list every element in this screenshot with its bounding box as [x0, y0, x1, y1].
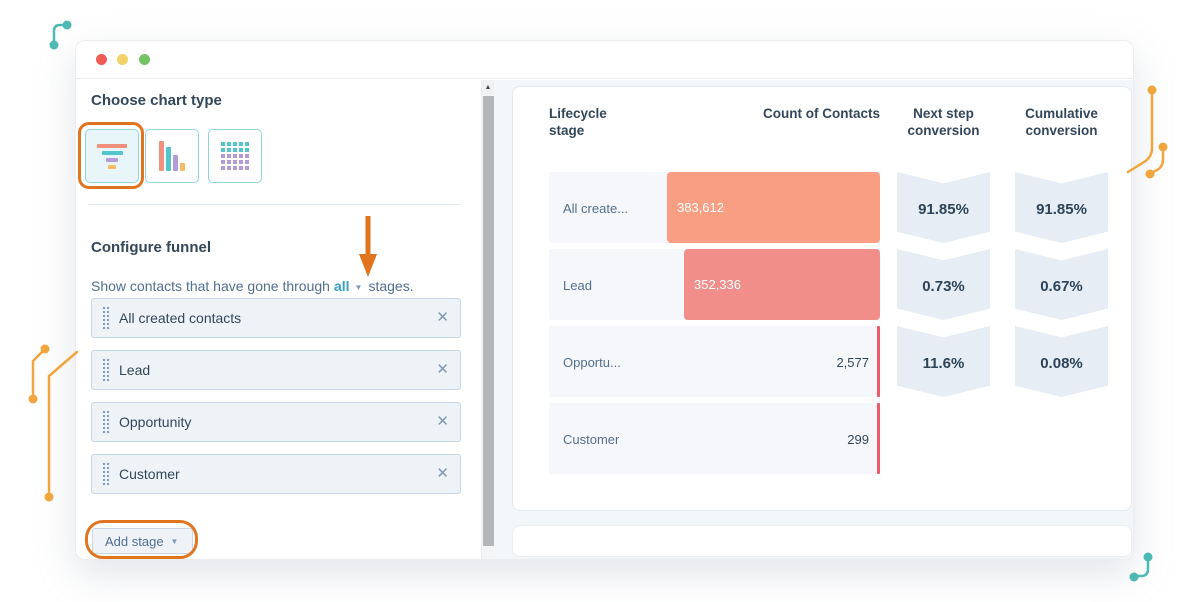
column-chart-icon — [159, 141, 185, 171]
stage-row[interactable]: All created contacts ✕ — [91, 298, 461, 338]
funnel-report-card: Lifecycle stage Count of Contacts Next s… — [512, 86, 1132, 511]
window-titlebar — [76, 41, 1133, 79]
drag-handle-icon[interactable] — [102, 306, 110, 330]
drag-handle-icon[interactable] — [102, 462, 110, 486]
stage-list: All created contacts ✕ Lead ✕ Opportunit… — [91, 298, 461, 506]
add-stage-label: Add stage — [105, 533, 164, 549]
sentence-suffix: stages. — [368, 278, 414, 294]
row-background — [549, 403, 880, 474]
cumulative-conversion-badge: 91.85% — [1015, 172, 1108, 243]
app-window: Choose chart type Configure funnel — [75, 40, 1134, 560]
column-header-lifecycle-stage: Lifecycle stage — [549, 106, 607, 138]
chart-type-funnel-button[interactable] — [85, 129, 139, 183]
orange-connector-right-short — [1145, 142, 1168, 179]
column-header-count-of-contacts: Count of Contacts — [763, 106, 880, 121]
funnel-mode-sentence: Show contacts that have gone through all… — [91, 278, 471, 294]
teal-connector-top-left — [49, 20, 72, 50]
choose-chart-type-title: Choose chart type — [91, 92, 222, 109]
table-row: Lead 352,336 0.73% 0.67% — [513, 249, 1131, 320]
stage-row[interactable]: Opportunity ✕ — [91, 402, 461, 442]
stage-row[interactable]: Customer ✕ — [91, 454, 461, 494]
funnel-bar — [877, 403, 880, 474]
chart-type-column-button[interactable] — [145, 129, 199, 183]
chevron-down-icon[interactable]: ▼ — [354, 282, 363, 292]
row-stage-label: All create... — [563, 201, 629, 216]
column-header-next-step-conversion: Next step conversion — [907, 106, 980, 138]
next-step-conversion-badge: 0.73% — [897, 249, 990, 320]
next-step-conversion-badge: 91.85% — [897, 172, 990, 243]
configure-funnel-title: Configure funnel — [91, 239, 211, 256]
bar-count-value: 383,612 — [677, 200, 724, 215]
column-header-cumulative-conversion: Cumulative conversion — [1025, 106, 1098, 138]
stage-label: Customer — [119, 466, 180, 482]
chart-type-grid-button[interactable] — [208, 129, 262, 183]
row-background — [549, 326, 880, 397]
next-step-conversion-badge: 11.6% — [897, 326, 990, 397]
row-count-value: 2,577 — [836, 355, 869, 370]
close-window-icon[interactable] — [96, 54, 107, 65]
row-stage-label: Opportu... — [563, 355, 621, 370]
stage-mode-dropdown[interactable]: all — [333, 278, 350, 294]
drag-handle-icon[interactable] — [102, 358, 110, 382]
funnel-bar: 352,336 — [684, 249, 880, 320]
report-preview-panel: Lifecycle stage Count of Contacts Next s… — [494, 80, 1133, 559]
remove-stage-icon[interactable]: ✕ — [436, 309, 449, 326]
drag-handle-icon[interactable] — [102, 410, 110, 434]
stage-label: All created contacts — [119, 310, 242, 326]
stage-label: Opportunity — [119, 414, 192, 430]
grid-chart-icon — [220, 141, 250, 171]
bar-count-value: 352,336 — [694, 277, 741, 292]
remove-stage-icon[interactable]: ✕ — [436, 361, 449, 378]
chevron-down-icon: ▼ — [170, 537, 179, 546]
cumulative-conversion-badge: 0.08% — [1015, 326, 1108, 397]
scrollbar-thumb[interactable] — [483, 96, 494, 546]
section-divider — [88, 204, 460, 205]
secondary-card — [512, 525, 1132, 557]
funnel-bar — [877, 326, 880, 397]
table-row: All create... 383,612 91.85% 91.85% — [513, 172, 1131, 243]
zoom-window-icon[interactable] — [139, 54, 150, 65]
chart-config-panel: Choose chart type Configure funnel — [76, 80, 481, 559]
minimize-window-icon[interactable] — [117, 54, 128, 65]
teal-connector-bottom-right — [1129, 552, 1153, 582]
orange-connector-left-long — [44, 350, 79, 502]
orange-connector-left-short — [28, 344, 50, 404]
cumulative-conversion-badge: 0.67% — [1015, 249, 1108, 320]
stage-label: Lead — [119, 362, 151, 378]
funnel-bar: 383,612 — [667, 172, 880, 243]
stage-row[interactable]: Lead ✕ — [91, 350, 461, 390]
funnel-rows: All create... 383,612 91.85% 91.85% Lead 3… — [513, 172, 1131, 480]
panel-scrollbar[interactable]: ▲ — [481, 80, 494, 559]
remove-stage-icon[interactable]: ✕ — [436, 465, 449, 482]
table-row: Opportu... 2,577 11.6% 0.08% — [513, 326, 1131, 397]
remove-stage-icon[interactable]: ✕ — [436, 413, 449, 430]
row-stage-label: Customer — [563, 432, 620, 447]
table-row: Customer 299 — [513, 403, 1131, 474]
row-stage-label: Lead — [563, 278, 592, 293]
row-count-value: 299 — [847, 432, 869, 447]
add-stage-button[interactable]: Add stage ▼ — [92, 528, 194, 554]
scroll-up-button[interactable]: ▲ — [482, 80, 494, 95]
sentence-prefix: Show contacts that have gone through — [91, 278, 330, 294]
funnel-chart-icon — [97, 143, 127, 169]
